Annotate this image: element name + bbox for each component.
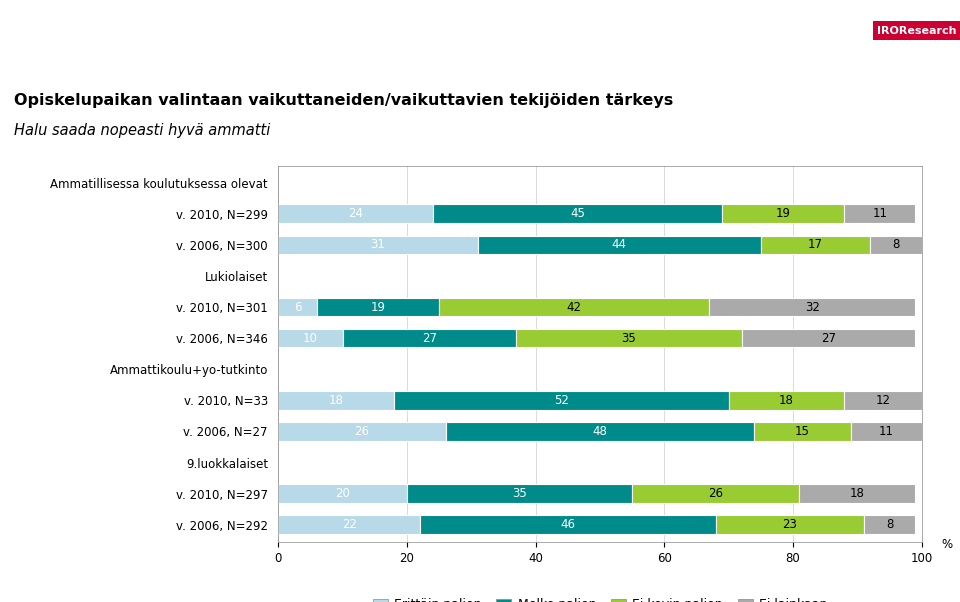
Text: Halu saada nopeasti hyvä ammatti: Halu saada nopeasti hyvä ammatti xyxy=(14,123,271,138)
Text: 27: 27 xyxy=(821,332,836,344)
Bar xyxy=(317,298,439,317)
Bar xyxy=(755,422,851,441)
Bar xyxy=(851,422,922,441)
Bar xyxy=(433,205,722,223)
Text: 27: 27 xyxy=(422,332,437,344)
Text: 8: 8 xyxy=(892,238,900,252)
Bar xyxy=(278,298,317,317)
Text: 18: 18 xyxy=(780,394,794,407)
Text: 12: 12 xyxy=(876,394,891,407)
Bar xyxy=(478,235,760,254)
Bar xyxy=(343,329,516,347)
Text: 44: 44 xyxy=(612,238,627,252)
Text: 18: 18 xyxy=(329,394,344,407)
Bar xyxy=(445,422,755,441)
Text: 20: 20 xyxy=(335,487,350,500)
Bar xyxy=(716,515,864,534)
Text: 26: 26 xyxy=(708,487,723,500)
Text: 24: 24 xyxy=(348,207,363,220)
Bar xyxy=(516,329,741,347)
Bar xyxy=(845,391,922,409)
Text: 31: 31 xyxy=(371,238,386,252)
Bar xyxy=(420,515,716,534)
Text: 35: 35 xyxy=(513,487,527,500)
Text: 10: 10 xyxy=(303,332,318,344)
Text: 6: 6 xyxy=(294,300,301,314)
Bar xyxy=(407,484,632,503)
Bar xyxy=(632,484,800,503)
Bar xyxy=(741,329,915,347)
Bar xyxy=(800,484,915,503)
Text: 46: 46 xyxy=(561,518,575,531)
Text: 17: 17 xyxy=(808,238,823,252)
Bar xyxy=(709,298,915,317)
Legend: Erittäin paljon, Melko paljon, Ei kovin paljon, Ei lainkaan: Erittäin paljon, Melko paljon, Ei kovin … xyxy=(368,593,832,602)
Text: Undervisnings- och kulturministeriet: Undervisnings- och kulturministeriet xyxy=(14,55,257,67)
Bar xyxy=(278,235,478,254)
Text: 22: 22 xyxy=(342,518,357,531)
Bar xyxy=(278,205,433,223)
Text: Opiskelupaikan valintaan vaikuttaneiden/vaikuttavien tekijöiden tärkeys: Opiskelupaikan valintaan vaikuttaneiden/… xyxy=(14,93,674,108)
Text: 19: 19 xyxy=(776,207,791,220)
Text: 35: 35 xyxy=(621,332,636,344)
Bar xyxy=(278,391,395,409)
Text: 18: 18 xyxy=(850,487,865,500)
Text: 11: 11 xyxy=(878,425,894,438)
Text: %: % xyxy=(941,538,952,551)
Bar xyxy=(439,298,709,317)
Text: 11: 11 xyxy=(873,207,887,220)
Bar xyxy=(278,329,343,347)
Bar xyxy=(278,515,420,534)
Bar xyxy=(395,391,729,409)
Text: 8: 8 xyxy=(886,518,893,531)
Bar xyxy=(278,484,407,503)
Text: 26: 26 xyxy=(354,425,370,438)
Text: 19: 19 xyxy=(371,300,386,314)
Text: 23: 23 xyxy=(782,518,797,531)
Bar xyxy=(729,391,845,409)
Text: 42: 42 xyxy=(566,300,582,314)
Text: Opetus- ja kulttuuriministeriö: Opetus- ja kulttuuriministeriö xyxy=(14,22,210,34)
Bar xyxy=(870,235,922,254)
Text: 48: 48 xyxy=(592,425,608,438)
Text: 45: 45 xyxy=(570,207,585,220)
Text: IROResearch: IROResearch xyxy=(877,25,956,36)
Bar xyxy=(845,205,915,223)
Ellipse shape xyxy=(379,0,960,122)
Bar xyxy=(722,205,845,223)
Text: 52: 52 xyxy=(554,394,569,407)
Text: 32: 32 xyxy=(804,300,820,314)
Bar xyxy=(278,422,445,441)
Bar xyxy=(864,515,915,534)
Text: 15: 15 xyxy=(795,425,810,438)
Bar xyxy=(760,235,870,254)
